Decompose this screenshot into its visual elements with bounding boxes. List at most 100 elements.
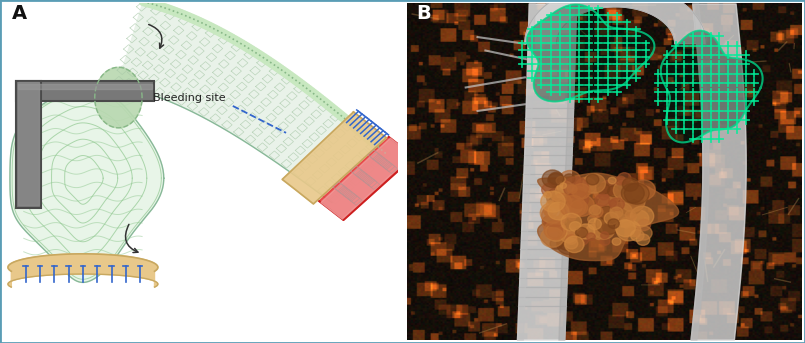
- Circle shape: [625, 183, 649, 204]
- Circle shape: [632, 180, 655, 200]
- Circle shape: [611, 206, 635, 227]
- Circle shape: [556, 176, 566, 185]
- Polygon shape: [95, 67, 142, 128]
- Circle shape: [369, 140, 379, 147]
- Circle shape: [560, 213, 568, 219]
- Circle shape: [557, 233, 582, 255]
- Circle shape: [547, 201, 554, 207]
- Circle shape: [159, 3, 168, 12]
- Circle shape: [374, 143, 383, 151]
- Circle shape: [356, 128, 365, 136]
- Circle shape: [559, 217, 567, 224]
- Circle shape: [170, 7, 179, 15]
- Circle shape: [246, 46, 256, 54]
- Circle shape: [278, 66, 287, 74]
- Circle shape: [586, 224, 602, 238]
- Circle shape: [289, 75, 299, 83]
- Circle shape: [178, 10, 187, 19]
- Circle shape: [629, 210, 649, 227]
- Circle shape: [596, 214, 621, 235]
- FancyArrowPatch shape: [126, 224, 138, 252]
- Circle shape: [550, 238, 563, 249]
- Circle shape: [331, 107, 341, 115]
- Circle shape: [214, 27, 224, 35]
- Circle shape: [568, 228, 589, 246]
- Circle shape: [616, 176, 625, 185]
- Circle shape: [294, 78, 303, 86]
- Circle shape: [266, 58, 275, 66]
- Circle shape: [577, 224, 595, 239]
- Circle shape: [561, 213, 581, 231]
- Circle shape: [565, 217, 581, 231]
- Circle shape: [568, 214, 576, 221]
- Circle shape: [291, 76, 301, 85]
- Circle shape: [180, 11, 190, 20]
- Circle shape: [595, 216, 605, 225]
- Circle shape: [609, 177, 616, 184]
- Circle shape: [322, 100, 331, 108]
- Circle shape: [586, 174, 599, 185]
- Circle shape: [568, 194, 594, 216]
- Circle shape: [588, 206, 603, 218]
- Circle shape: [560, 228, 577, 243]
- Circle shape: [251, 49, 261, 57]
- Circle shape: [358, 130, 368, 138]
- Circle shape: [599, 191, 609, 200]
- Circle shape: [609, 200, 617, 206]
- Circle shape: [162, 4, 171, 12]
- Text: B: B: [416, 3, 431, 23]
- Circle shape: [601, 187, 613, 197]
- Circle shape: [147, 0, 157, 8]
- Circle shape: [199, 20, 208, 27]
- Circle shape: [569, 222, 581, 232]
- Circle shape: [164, 5, 174, 13]
- Circle shape: [284, 71, 294, 80]
- Circle shape: [275, 65, 284, 73]
- Circle shape: [261, 55, 270, 63]
- Circle shape: [568, 191, 588, 208]
- Circle shape: [353, 126, 363, 134]
- Circle shape: [543, 205, 557, 217]
- Circle shape: [167, 6, 176, 14]
- Circle shape: [568, 185, 577, 193]
- Circle shape: [283, 70, 291, 78]
- Circle shape: [548, 173, 564, 187]
- Circle shape: [595, 187, 609, 199]
- Circle shape: [556, 230, 580, 250]
- Circle shape: [365, 135, 374, 144]
- Circle shape: [367, 138, 377, 145]
- Polygon shape: [538, 173, 679, 261]
- FancyArrowPatch shape: [149, 24, 163, 48]
- Circle shape: [596, 194, 609, 206]
- Circle shape: [244, 44, 254, 52]
- Circle shape: [287, 73, 296, 81]
- Circle shape: [576, 177, 596, 195]
- Polygon shape: [283, 112, 386, 204]
- Circle shape: [612, 238, 621, 245]
- Circle shape: [608, 219, 619, 228]
- Circle shape: [541, 227, 564, 247]
- Circle shape: [217, 28, 226, 37]
- Circle shape: [599, 206, 615, 220]
- Circle shape: [208, 25, 218, 33]
- Circle shape: [543, 170, 563, 188]
- Circle shape: [638, 220, 650, 230]
- Circle shape: [542, 205, 568, 227]
- Circle shape: [328, 105, 338, 113]
- Polygon shape: [16, 81, 154, 101]
- Circle shape: [315, 94, 324, 102]
- Circle shape: [338, 113, 347, 121]
- Circle shape: [630, 230, 644, 241]
- Circle shape: [186, 14, 195, 22]
- Polygon shape: [10, 87, 163, 282]
- Circle shape: [349, 122, 358, 130]
- Circle shape: [151, 1, 160, 9]
- Circle shape: [600, 180, 617, 196]
- Circle shape: [372, 141, 382, 150]
- Circle shape: [576, 227, 588, 238]
- Circle shape: [571, 187, 586, 199]
- Circle shape: [363, 134, 372, 142]
- Circle shape: [541, 191, 565, 212]
- Circle shape: [543, 216, 555, 227]
- Circle shape: [242, 43, 251, 51]
